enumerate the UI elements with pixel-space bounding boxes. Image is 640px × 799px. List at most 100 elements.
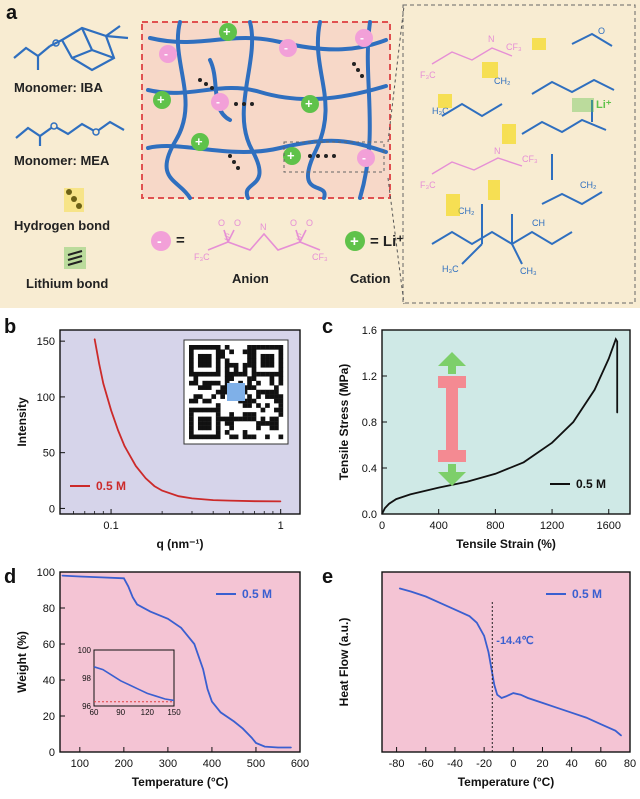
data-point [290, 746, 292, 749]
data-point [527, 697, 529, 699]
qr-module [233, 416, 239, 422]
qr-module [197, 385, 203, 390]
qr-module [224, 416, 230, 422]
qr-module [224, 376, 230, 382]
qr-module [269, 421, 275, 426]
svg-text:N: N [260, 222, 267, 232]
qr-module [247, 394, 252, 399]
y-tick-label: 0 [49, 503, 55, 515]
qr-module [202, 434, 208, 440]
zoom-connector-lines [387, 5, 405, 305]
qr-module [278, 407, 284, 413]
struct-label: F₃C [420, 180, 436, 190]
inset-x-tick-label: 90 [116, 708, 125, 717]
data-point [425, 595, 427, 598]
qr-module [215, 345, 221, 350]
qr-module [206, 380, 212, 386]
cation-icon: + [344, 230, 366, 257]
x-axis-label: Tensile Strain (%) [456, 537, 556, 551]
data-point [242, 728, 244, 730]
y-tick-label: 60 [43, 639, 55, 651]
qr-module [256, 389, 261, 395]
qr-module [242, 434, 248, 440]
qr-module [269, 376, 275, 382]
qr-module [278, 398, 284, 404]
qr-module [215, 430, 221, 435]
data-point [102, 382, 104, 385]
data-point [501, 697, 503, 699]
data-point [229, 500, 231, 502]
qr-module [274, 407, 279, 413]
qr-module [202, 358, 208, 364]
svg-text:-: - [216, 95, 220, 109]
data-point [191, 497, 193, 499]
qr-module [220, 416, 226, 422]
qr-module [265, 394, 270, 399]
svg-text:+: + [287, 148, 295, 163]
x-tick-label: 1 [278, 520, 284, 532]
chart-e-dsc: -80 -60 -40 -20 0 20 40 60 80 Temperature (°C) Hea… [337, 571, 636, 789]
data-point [149, 611, 151, 613]
data-point [616, 412, 618, 414]
qr-module [202, 385, 208, 390]
data-point [620, 735, 622, 737]
qr-module [247, 380, 252, 386]
y-tick-label: 100 [37, 392, 55, 404]
qr-module [197, 434, 203, 440]
legend-label: 0.5 M [242, 587, 272, 601]
qr-module [229, 349, 234, 355]
qr-module [206, 434, 212, 440]
panel-letter-d: d [4, 566, 17, 588]
svg-text:O: O [306, 218, 313, 228]
inset-x-tick-label: 60 [90, 708, 99, 717]
qr-module [189, 398, 194, 404]
data-point [494, 473, 496, 475]
qr-module [233, 371, 239, 377]
data-point [381, 513, 383, 515]
svg-text:+: + [223, 24, 231, 39]
y-tick-label: 0.4 [362, 463, 377, 475]
qr-module [206, 345, 212, 350]
data-point [523, 461, 525, 463]
qr-module [220, 389, 226, 395]
data-point [600, 723, 602, 725]
data-point [135, 465, 137, 467]
data-point [468, 615, 471, 617]
svg-text:S: S [224, 232, 230, 242]
qr-module [189, 430, 194, 435]
qr-module [211, 407, 217, 413]
qr-module [202, 353, 208, 359]
monomer-iba-structure [13, 25, 129, 72]
y-tick-label: 0.0 [362, 509, 377, 521]
qr-module [206, 407, 212, 413]
qr-module [278, 403, 284, 408]
x-tick-label: -80 [389, 758, 405, 770]
y-axis-label: Weight (%) [15, 631, 29, 693]
x-tick-label: 400 [203, 758, 221, 770]
series-line [399, 587, 622, 737]
struct-label: CH₃ [520, 266, 537, 276]
struct-label: O [598, 26, 605, 36]
qr-module [224, 362, 230, 368]
data-point [123, 445, 126, 447]
svg-text:F₃C: F₃C [194, 252, 210, 262]
svg-text:-: - [164, 47, 168, 61]
data-point [384, 507, 386, 509]
qr-module [247, 376, 252, 382]
qr-module [224, 421, 230, 426]
qr-module [278, 358, 284, 364]
data-point [541, 702, 544, 704]
data-point [180, 627, 182, 629]
qr-module [260, 389, 266, 395]
qr-module [197, 358, 203, 364]
plot-area [59, 571, 301, 753]
svg-text:-: - [157, 233, 162, 249]
qr-module [215, 416, 221, 422]
qr-module [206, 421, 212, 426]
molecular-detail-diagram: F₃C CF₃ F₃C CF₃ N N Li⁺ CH₂ CH₂ CH₂ CH C… [402, 4, 636, 304]
qr-module [242, 371, 248, 377]
qr-module [278, 376, 284, 382]
qr-module [247, 358, 252, 364]
arrow-up-icon [448, 366, 456, 374]
struct-label: N [494, 146, 501, 156]
